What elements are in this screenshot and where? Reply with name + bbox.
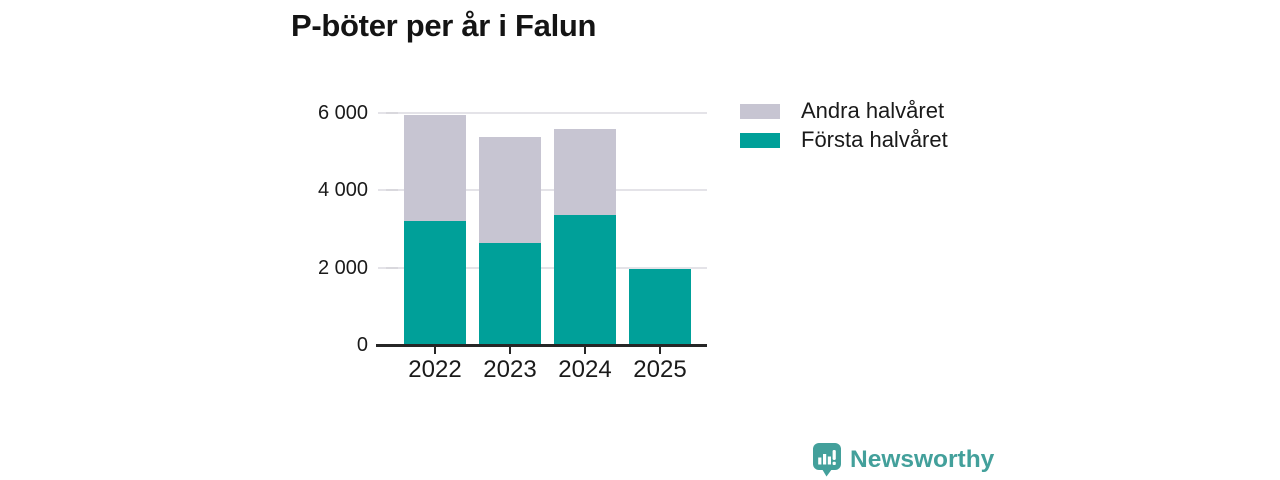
- chart-title: P-böter per år i Falun: [291, 8, 597, 43]
- y-axis-tick-2000: [386, 266, 398, 269]
- x-axis-tick-2022: [434, 347, 436, 354]
- legend-swatch-forsta-halvaret: [740, 132, 780, 148]
- y-axis-label-6000: 6 000: [317, 102, 368, 124]
- x-axis-label-2022: 2022: [408, 356, 462, 383]
- bar-segment-2024: [554, 215, 616, 345]
- bar-segment-2022: [404, 221, 466, 345]
- x-axis-tick-2025: [659, 347, 661, 354]
- y-axis-label-2000: 2 000: [317, 256, 368, 279]
- newsworthy-logo-text: Newsworthy: [850, 446, 995, 473]
- x-axis-label-2023: 2023: [483, 356, 537, 383]
- legend-item-andra-halvaret: Andra halvåret: [740, 98, 948, 124]
- legend-label-forsta-halvaret: Första halvåret: [801, 127, 948, 152]
- bar-segment-2023: [479, 243, 541, 345]
- gridline-4000: [378, 189, 707, 192]
- legend-label-andra-halvaret: Andra halvåret: [801, 98, 945, 123]
- legend: Andra halvåret Första halvåret: [740, 98, 948, 153]
- legend-item-forsta-halvaret: Första halvåret: [740, 127, 948, 153]
- y-axis-label-0: 0: [356, 334, 368, 356]
- x-axis-tick-2023: [509, 347, 511, 354]
- bar-segment-2024: [554, 129, 616, 216]
- bar-segment-2022: [404, 114, 466, 222]
- gridline-2000: [378, 266, 707, 269]
- newsworthy-logo: Newsworthy: [813, 443, 994, 477]
- y-axis-tick-4000: [386, 189, 398, 192]
- bar-segment-2025: [629, 269, 691, 345]
- x-axis-label-2025: 2025: [633, 356, 687, 383]
- x-axis-label-2024: 2024: [558, 356, 612, 383]
- y-axis-label-4000: 4 000: [317, 179, 368, 202]
- newsworthy-logo-icon: [813, 443, 841, 477]
- bar-segment-2023: [479, 137, 541, 244]
- gridline-6000: [378, 112, 707, 114]
- x-axis-line: [376, 344, 707, 347]
- x-axis-tick-2024: [584, 347, 586, 354]
- y-axis-tick-6000: [386, 112, 398, 114]
- legend-swatch-andra-halvaret: [740, 103, 780, 119]
